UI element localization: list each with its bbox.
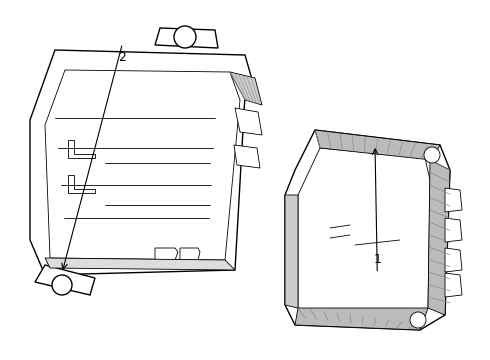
Polygon shape [155,28,218,48]
Polygon shape [428,160,450,315]
Text: 2: 2 [119,51,126,64]
Polygon shape [180,248,200,260]
Polygon shape [315,130,440,160]
Polygon shape [445,188,462,212]
Polygon shape [230,72,262,105]
Polygon shape [234,145,260,168]
Polygon shape [445,248,462,272]
Polygon shape [30,50,255,275]
Circle shape [410,312,426,328]
Polygon shape [155,248,178,260]
Polygon shape [298,148,430,320]
Polygon shape [285,195,298,308]
Text: 1: 1 [373,253,381,266]
Circle shape [424,147,440,163]
Polygon shape [45,70,240,260]
Polygon shape [45,258,235,270]
Polygon shape [445,218,462,242]
Polygon shape [445,273,462,297]
Polygon shape [285,130,450,330]
Polygon shape [35,265,95,295]
Polygon shape [295,308,428,330]
Polygon shape [235,108,262,135]
Circle shape [52,275,72,295]
Circle shape [174,26,196,48]
